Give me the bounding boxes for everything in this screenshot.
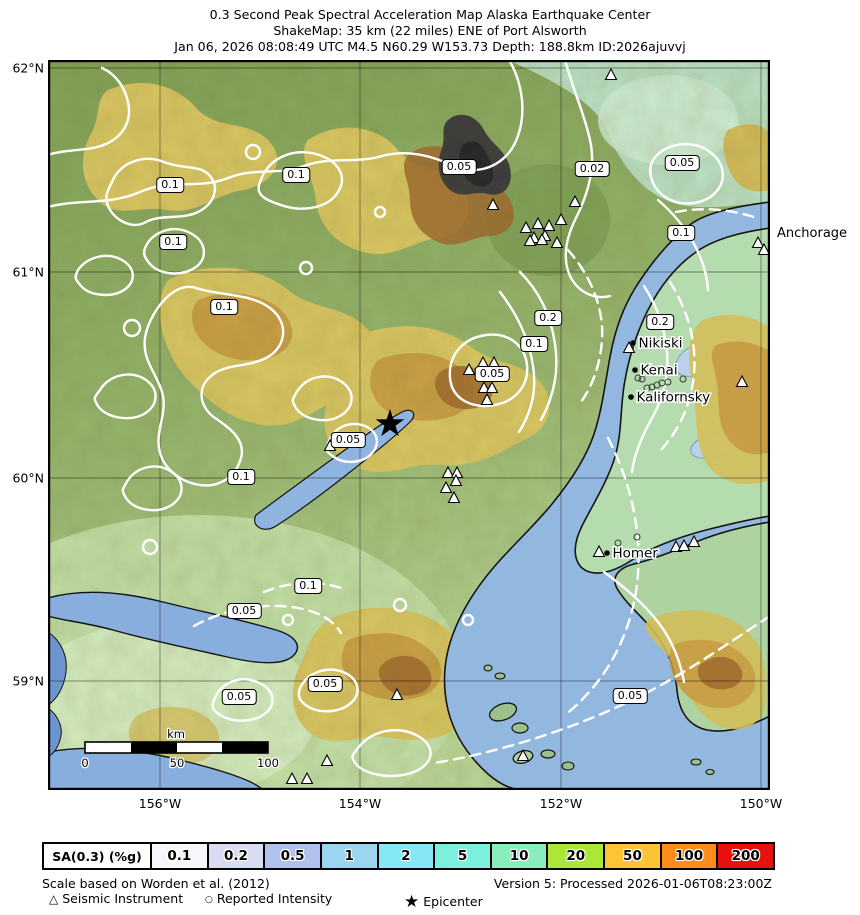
scale-tick-label: 100 [257, 756, 279, 770]
lat-tick-label: 62°N [12, 60, 44, 76]
station-markers: Nikiski Kenai Kalifornsky Homer [285, 67, 770, 785]
title-line-2: ShakeMap: 35 km (22 miles) ENE of Port A… [273, 23, 587, 38]
scale-bar [84, 741, 269, 754]
seismic-station-marker [622, 340, 636, 354]
legend-label-seismic: Seismic Instrument [62, 891, 184, 906]
symbol-legend: △ Seismic Instrument ○ Reported Intensit… [0, 891, 860, 912]
legend-label-epicenter: Epicenter [423, 894, 483, 909]
city-label: Nikiski [639, 336, 683, 352]
scale-tick-label: 50 [170, 756, 185, 770]
city-dot [632, 367, 638, 373]
seismic-station-marker [535, 232, 549, 246]
seismic-station-marker [462, 362, 476, 376]
city-label: Homer [613, 546, 659, 562]
color-scale-cell: 1 [319, 844, 377, 868]
map-border [48, 60, 770, 790]
color-scale-cell: 50 [603, 844, 660, 868]
seismic-station-marker [447, 490, 461, 504]
color-scale-cell: 2 [376, 844, 434, 868]
circle-icon: ○ [205, 895, 213, 905]
title-line-3: Jan 06, 2026 08:08:49 UTC M4.5 N60.29 W1… [174, 39, 686, 54]
city-dot [630, 340, 636, 346]
city-label: Kalifornsky [637, 390, 711, 406]
terrain-art [48, 60, 770, 790]
version-processed-note: Version 5: Processed 2026-01-06T08:23:00… [493, 876, 772, 891]
seismic-station-marker [300, 771, 314, 785]
seismic-station-marker [485, 380, 499, 394]
seismic-station-marker [320, 753, 334, 767]
reported-intensity-marker [634, 374, 642, 382]
seismic-station-marker [751, 235, 765, 249]
scale-reference-note: Scale based on Worden et al. (2012) [42, 876, 270, 891]
city-label: Kenai [641, 363, 678, 379]
epicenter-star-icon [375, 409, 405, 437]
sa-color-scale: SA(0.3) (%g) 0.1 0.2 0.5 1 2 5 10 20 50 100 200 [42, 842, 775, 870]
scale-unit-label: km [167, 727, 185, 741]
seismic-station-marker [285, 771, 299, 785]
reported-intensity-marker [679, 375, 687, 383]
shakemap-canvas: Nikiski Kenai Kalifornsky Homer 0 50 100 km 0.… [48, 60, 770, 790]
lon-tick-label: 152°W [539, 796, 583, 811]
seismic-station-marker [554, 212, 568, 226]
reported-intensity-marker [633, 533, 641, 541]
seismic-station-marker [735, 374, 749, 388]
lon-tick-label: 150°W [739, 796, 783, 811]
reported-intensity-marker [638, 375, 646, 383]
legend-item-intensity: ○ Reported Intensity [205, 891, 332, 906]
seismic-station-marker [477, 380, 491, 394]
seismic-station-marker [390, 687, 404, 701]
seismic-station-marker [516, 748, 530, 762]
title-line-1: 0.3 Second Peak Spectral Acceleration Ma… [209, 7, 651, 22]
lat-tick-label: 60°N [12, 470, 44, 486]
footer-row: Scale based on Worden et al. (2012) Vers… [42, 876, 772, 891]
legend-item-seismic: △ Seismic Instrument [49, 891, 183, 906]
color-scale-cell: 100 [659, 844, 717, 868]
seismic-station-marker [550, 235, 564, 249]
seismic-station-marker [687, 534, 701, 548]
reported-intensity-marker [643, 384, 651, 392]
city-dot [604, 550, 610, 556]
seismic-station-marker [449, 473, 463, 487]
city-label-anchorage: Anchorage [777, 226, 848, 241]
seismic-station-marker [604, 67, 618, 81]
scale-tick-label: 0 [81, 756, 88, 770]
lon-tick-label: 156°W [138, 796, 182, 811]
seismic-station-marker [480, 392, 494, 406]
seismic-station-marker [523, 233, 537, 247]
reported-intensity-marker [664, 378, 672, 386]
reported-intensity-marker [614, 539, 622, 547]
star-icon: ★ [404, 892, 420, 912]
seismic-station-marker [592, 544, 606, 558]
seismic-station-marker [439, 480, 453, 494]
lat-tick-label: 59°N [12, 673, 44, 689]
seismic-station-marker [441, 465, 455, 479]
shakemap-image: Nikiski Kenai Kalifornsky Homer 0 50 100 km [48, 60, 770, 790]
color-scale-cell: 0.1 [150, 844, 207, 868]
seismic-station-marker [568, 194, 582, 208]
color-scale-title: SA(0.3) (%g) [44, 844, 150, 868]
color-scale-cell: 10 [489, 844, 547, 868]
seismic-station-marker [486, 197, 500, 211]
lat-tick-label: 61°N [12, 264, 44, 280]
seismic-station-marker [542, 218, 556, 232]
triangle-icon: △ [49, 892, 59, 906]
color-scale-cell: 0.2 [206, 844, 264, 868]
seismic-station-marker [519, 220, 533, 234]
legend-item-epicenter: ★ Epicenter [404, 891, 483, 912]
seismic-station-marker [531, 216, 545, 230]
color-scale-cell: 0.5 [263, 844, 320, 868]
seismic-station-marker [757, 242, 770, 256]
color-scale-cell: 200 [716, 844, 774, 868]
lon-tick-label: 154°W [338, 796, 382, 811]
scale-bar-labels: 0 50 100 km [80, 726, 280, 772]
seismic-station-marker [677, 538, 691, 552]
color-scale-cell: 5 [433, 844, 490, 868]
legend-label-intensity: Reported Intensity [216, 891, 333, 906]
map-title: 0.3 Second Peak Spectral Acceleration Ma… [0, 7, 860, 55]
city-dot [628, 394, 634, 400]
color-scale-cell: 20 [546, 844, 604, 868]
contour-lines [48, 60, 770, 778]
